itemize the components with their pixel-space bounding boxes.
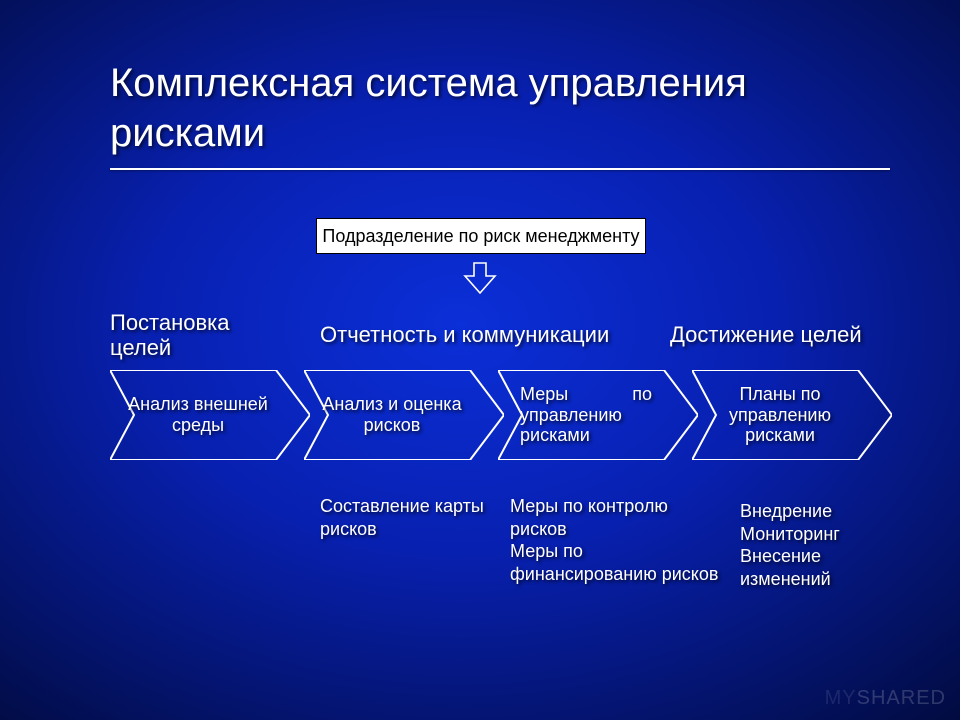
top-box-label: Подразделение по риск менеджменту	[322, 226, 639, 247]
phase-label-goal-setting: Постановка целей	[110, 310, 280, 361]
process-step-label: Анализ внешней среды	[128, 370, 268, 460]
title-underline	[110, 168, 890, 170]
phase-label-reporting-comm: Отчетность и коммуникации	[320, 322, 640, 347]
watermark-part-b: SHARED	[857, 687, 946, 709]
process-step-1: Анализ внешней среды	[110, 370, 310, 460]
watermark-part-a: MY	[825, 687, 857, 709]
annotation-control-financing: Меры по контролю рисковМеры по финансиро…	[510, 495, 720, 585]
process-step-label: Меры по управлению рисками	[516, 370, 656, 460]
process-step-label: Анализ и оценка рисков	[322, 370, 462, 460]
process-chevron-row: Анализ внешней среды Анализ и оценка риск…	[110, 370, 900, 460]
process-step-2: Анализ и оценка рисков	[304, 370, 504, 460]
process-step-4: Планы по управлению рисками	[692, 370, 892, 460]
watermark: MYSHARED	[825, 687, 946, 710]
down-arrow-icon	[463, 262, 497, 294]
top-box-risk-management-unit: Подразделение по риск менеджменту	[316, 218, 646, 254]
annotation-risk-map: Составление карты рисков	[320, 495, 500, 540]
annotation-implementation: ВнедрениеМониторингВнесение изменений	[740, 500, 910, 590]
phase-label-goal-achievement: Достижение целей	[670, 322, 900, 347]
process-step-3: Меры по управлению рисками	[498, 370, 698, 460]
slide-title: Комплексная система управления рисками	[110, 58, 870, 158]
process-step-label: Планы по управлению рисками	[710, 370, 850, 460]
